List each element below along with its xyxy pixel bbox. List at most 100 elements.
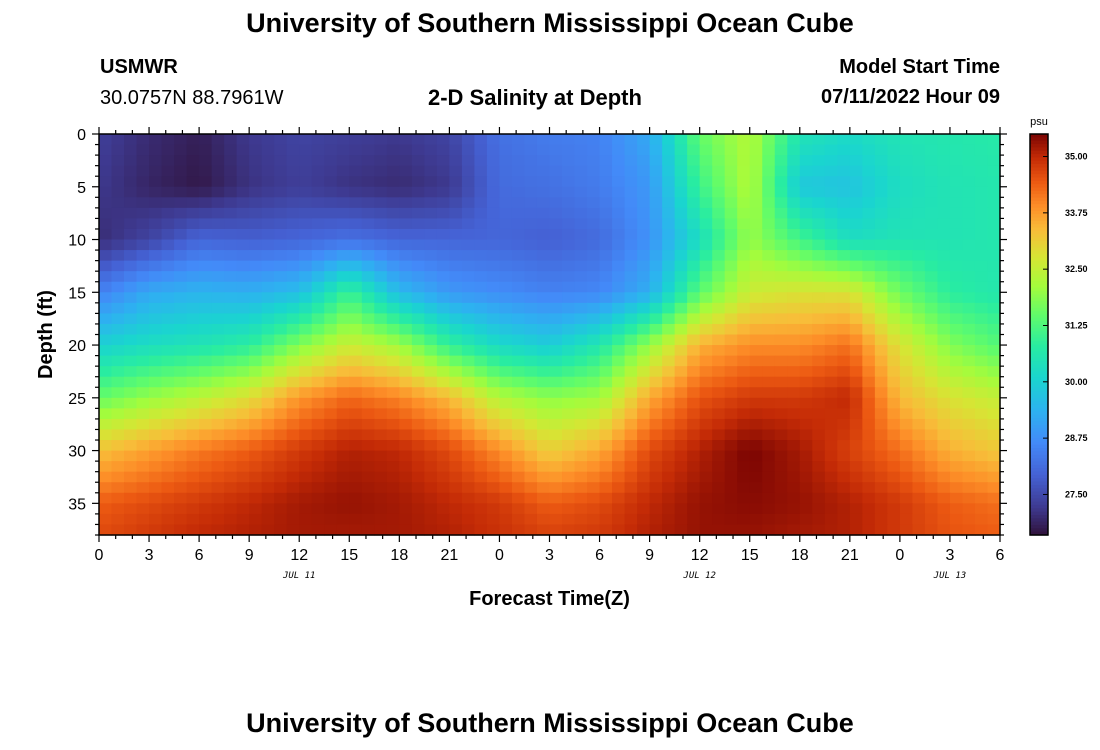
heatmap-cell <box>599 355 613 367</box>
colorbar-cell <box>1030 240 1048 245</box>
heatmap-cell <box>924 513 939 526</box>
heatmap-cell <box>236 176 250 188</box>
heatmap-cell <box>649 281 663 293</box>
heatmap-cell <box>662 440 676 452</box>
colorbar-cell <box>1030 414 1048 419</box>
heatmap-cell <box>111 513 125 526</box>
heatmap-cell <box>149 155 163 167</box>
model-start-label: Model Start Time <box>839 56 1000 78</box>
colorbar-cell <box>1030 257 1048 262</box>
heatmap-cell <box>311 271 325 283</box>
heatmap-cell <box>712 513 726 526</box>
heatmap-cell <box>574 482 588 494</box>
heatmap-cell <box>486 176 501 188</box>
heatmap-cell <box>787 345 801 357</box>
heatmap-cell <box>924 503 939 515</box>
heatmap-cell <box>712 471 726 483</box>
heatmap-cell <box>824 218 838 230</box>
colorbar-tick-label: 32.50 <box>1065 264 1088 274</box>
heatmap-cell <box>674 345 688 357</box>
heatmap-cell <box>474 281 488 293</box>
heatmap-cell <box>887 218 901 230</box>
heatmap-cell <box>349 134 363 146</box>
heatmap-cell <box>987 197 1001 209</box>
heatmap-cell <box>524 260 538 272</box>
heatmap-cell <box>937 228 951 241</box>
heatmap-cell <box>874 228 888 241</box>
heatmap-cell <box>149 418 163 431</box>
heatmap-cell <box>949 134 964 146</box>
heatmap-cell <box>436 345 450 357</box>
heatmap-cell <box>849 366 863 378</box>
heatmap-cell <box>587 450 601 462</box>
heatmap-cell <box>299 144 313 156</box>
heatmap-cell <box>224 218 238 230</box>
heatmap-cell <box>874 302 888 314</box>
heatmap-cell <box>674 155 688 167</box>
heatmap-cell <box>236 292 250 304</box>
heatmap-cell <box>862 503 876 515</box>
heatmap-cell <box>612 144 626 156</box>
heatmap-cell <box>724 323 738 336</box>
heatmap-cell <box>812 397 826 409</box>
heatmap-cell <box>299 323 313 336</box>
heatmap-cell <box>136 186 150 198</box>
heatmap-cell <box>937 313 951 325</box>
heatmap-cell <box>124 387 138 399</box>
heatmap-cell <box>912 134 926 146</box>
heatmap-cell <box>587 345 601 357</box>
heatmap-cell <box>937 218 951 230</box>
heatmap-cell <box>612 155 626 167</box>
heatmap-cell <box>974 450 989 462</box>
heatmap-cell <box>424 260 438 272</box>
heatmap-cell <box>486 323 501 336</box>
heatmap-cell <box>261 281 275 293</box>
heatmap-cell <box>174 503 188 515</box>
heatmap-cell <box>249 323 263 336</box>
heatmap-cell <box>562 440 576 452</box>
heatmap-cell <box>374 218 388 230</box>
heatmap-cell <box>599 471 613 483</box>
heatmap-cell <box>624 461 638 473</box>
heatmap-cell <box>111 345 125 357</box>
heatmap-cell <box>361 440 375 452</box>
heatmap-cell <box>536 492 551 504</box>
heatmap-cell <box>574 450 588 462</box>
heatmap-cell <box>324 355 338 367</box>
heatmap-cell <box>111 250 125 262</box>
heatmap-cell <box>824 281 838 293</box>
heatmap-cell <box>737 323 751 336</box>
heatmap-cell <box>649 503 663 515</box>
heatmap-cell <box>236 376 250 388</box>
heatmap-cell <box>874 218 888 230</box>
heatmap-cell <box>299 387 313 399</box>
heatmap-cell <box>186 218 200 230</box>
heatmap-cell <box>499 165 513 177</box>
heatmap-cell <box>624 197 638 209</box>
heatmap-cell <box>774 450 788 462</box>
heatmap-cell <box>174 207 188 220</box>
heatmap-cell <box>824 366 838 378</box>
heatmap-cell <box>374 271 388 283</box>
heatmap-cell <box>687 397 701 409</box>
heatmap-cell <box>912 207 926 220</box>
heatmap-cell <box>349 366 363 378</box>
heatmap-cell <box>787 418 801 431</box>
heatmap-cell <box>461 250 476 262</box>
heatmap-cell <box>899 471 913 483</box>
heatmap-cell <box>799 334 813 346</box>
heatmap-cell <box>587 387 601 399</box>
heatmap-cell <box>286 260 300 272</box>
heatmap-cell <box>336 239 350 251</box>
heatmap-cell <box>386 461 400 473</box>
heatmap-cell <box>612 313 626 325</box>
heatmap-cell <box>874 197 888 209</box>
heatmap-cell <box>687 218 701 230</box>
heatmap-cell <box>749 144 763 156</box>
heatmap-cell <box>699 292 713 304</box>
heatmap-cell <box>774 155 788 167</box>
heatmap-cell <box>399 397 413 409</box>
heatmap-cell <box>499 197 513 209</box>
heatmap-cell <box>549 207 563 220</box>
heatmap-cell <box>949 313 964 325</box>
